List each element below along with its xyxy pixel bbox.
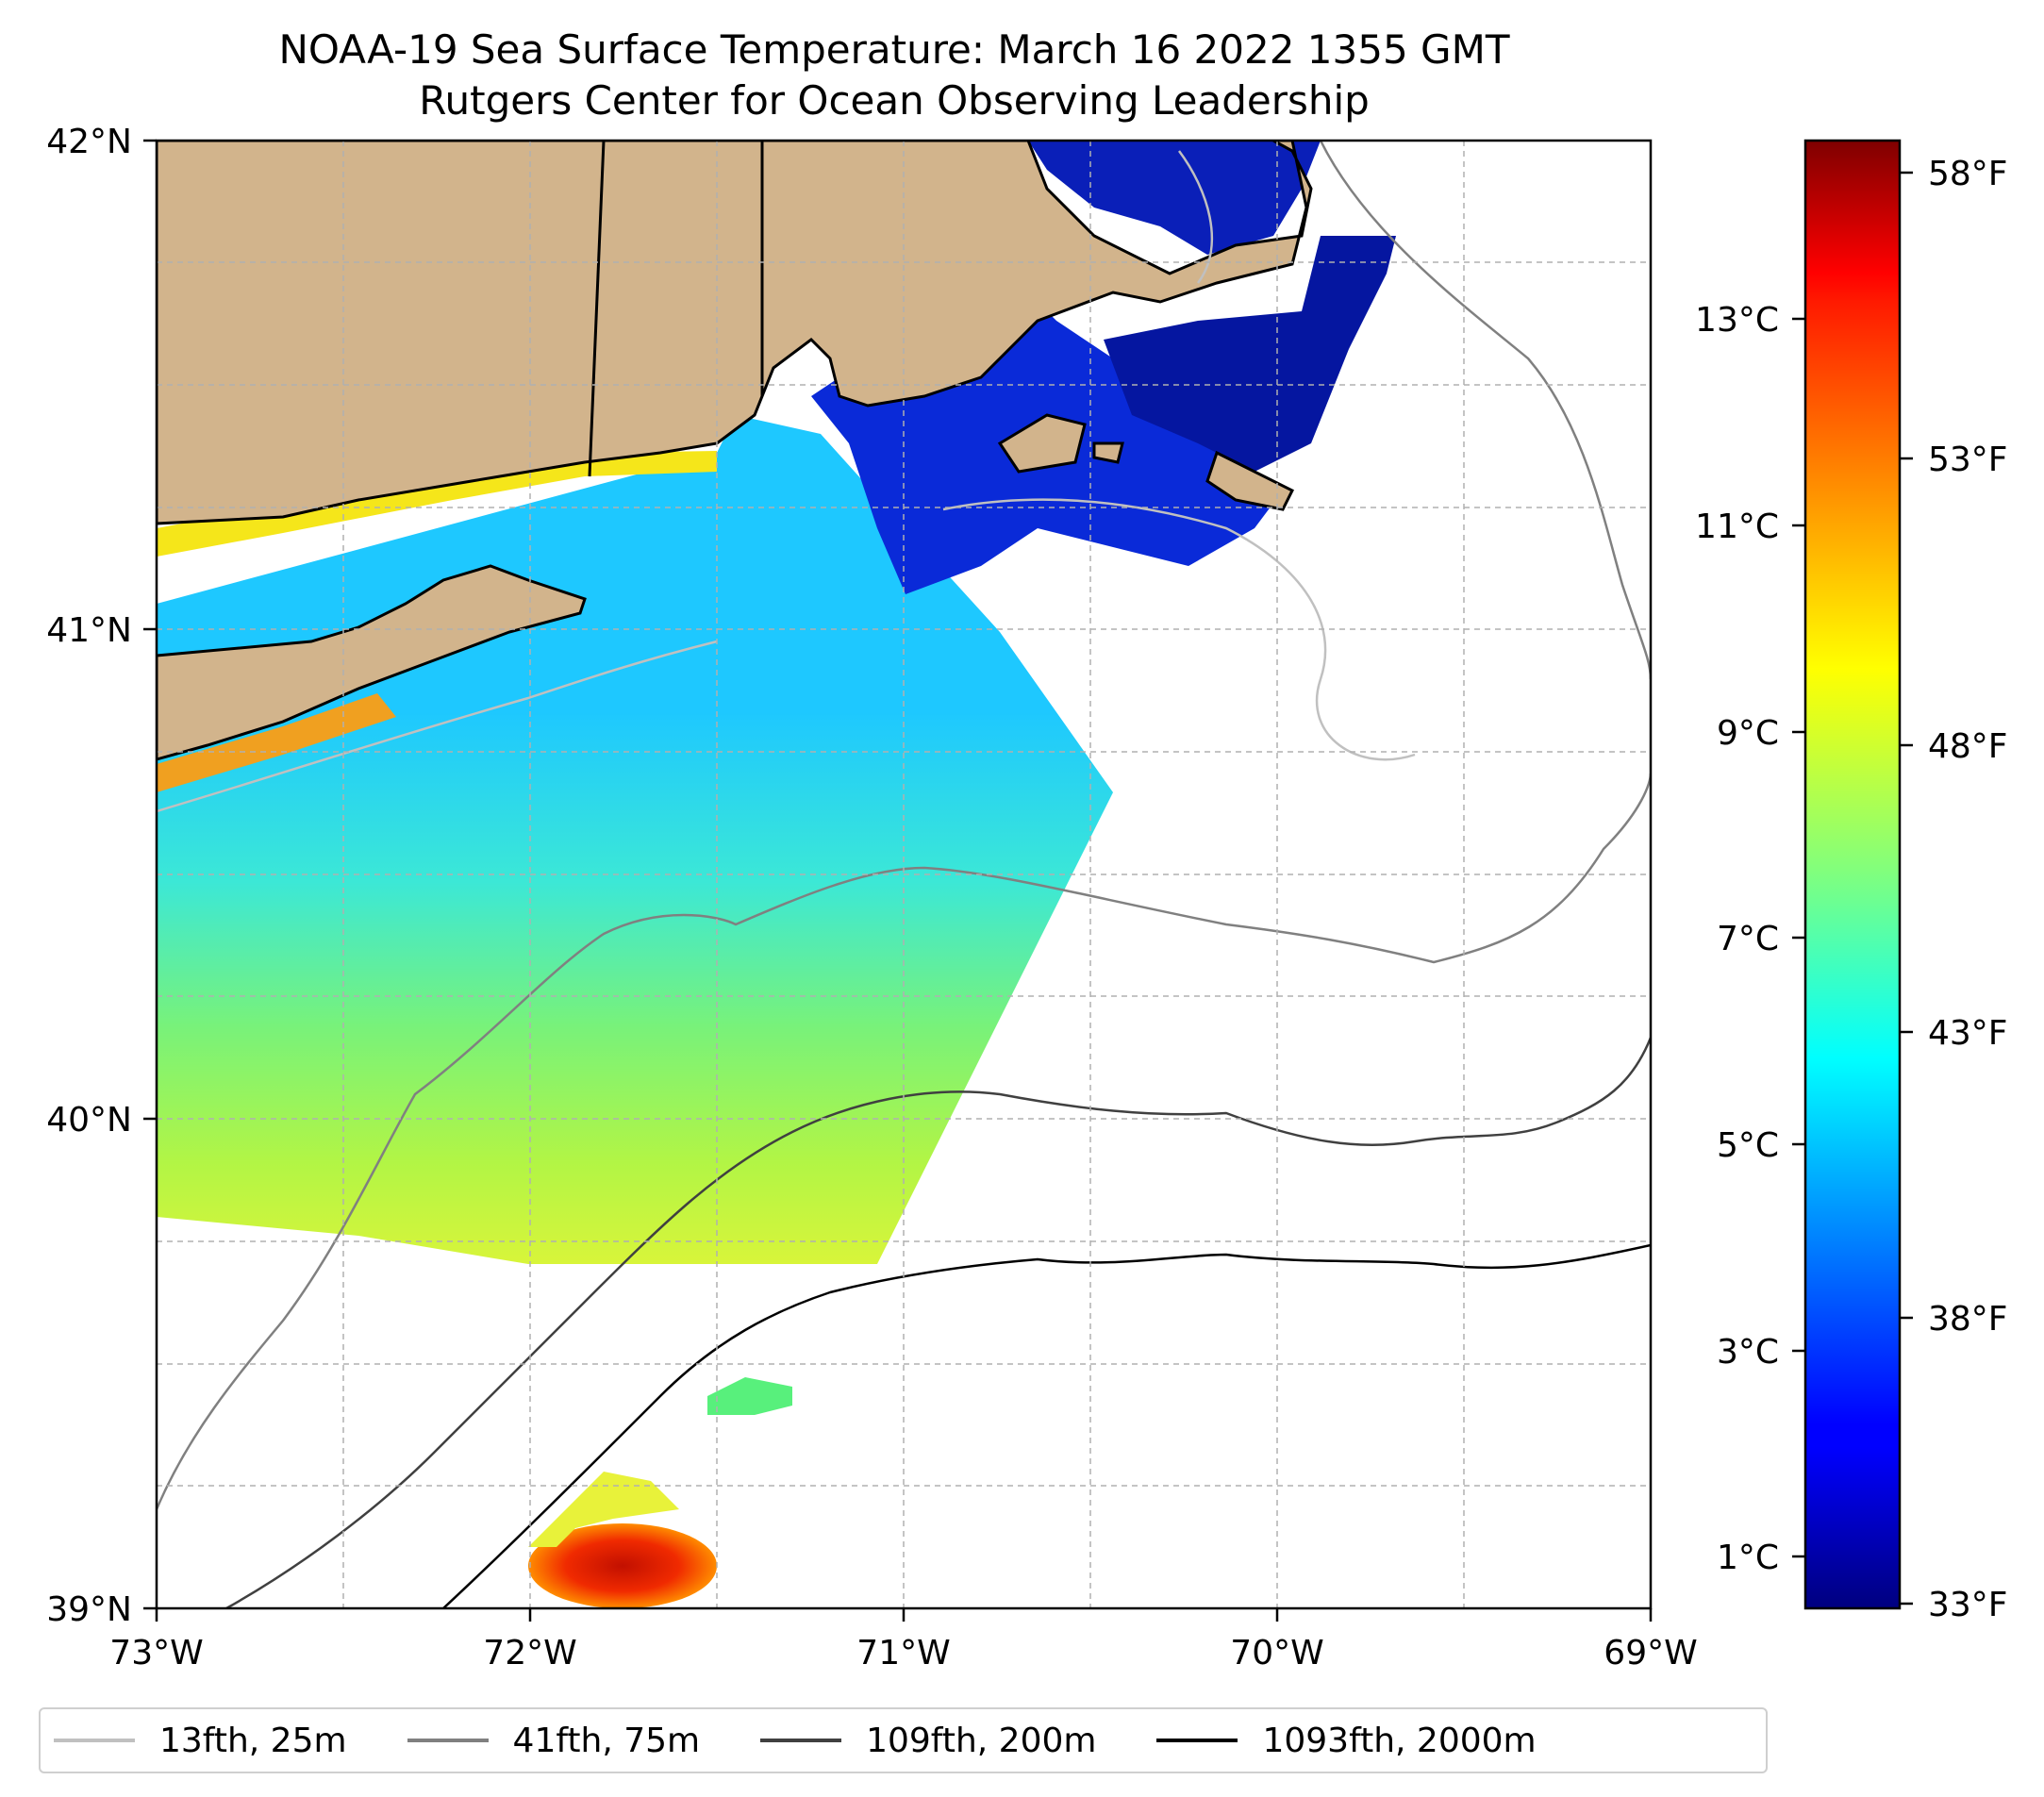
colorbar bbox=[1803, 139, 1902, 1610]
x-tick-label-69w: 69°W bbox=[1604, 1634, 1697, 1672]
colorbar-f-tick-58: 58°F bbox=[1928, 155, 2008, 193]
sst-cold-northeast bbox=[1104, 236, 1396, 472]
legend-label-75m: 41fth, 75m bbox=[512, 1721, 701, 1760]
legend-label-25m: 13fth, 25m bbox=[159, 1721, 347, 1760]
state-border-ct-ri bbox=[588, 141, 606, 477]
sst-south-patch bbox=[707, 1377, 792, 1415]
colorbar-c-tick-11: 11°C bbox=[1695, 507, 1779, 546]
map-gridlines bbox=[157, 141, 1651, 1608]
colorbar-f-tick-48: 48°F bbox=[1928, 727, 2008, 766]
colorbar-c-tick-9: 9°C bbox=[1717, 714, 1779, 753]
legend-item-75m: 41fth, 75m bbox=[407, 1721, 701, 1760]
colorbar-c-tick-5: 5°C bbox=[1717, 1126, 1779, 1165]
legend-item-200m: 109fth, 200m bbox=[760, 1722, 1096, 1760]
sst-hotspot bbox=[528, 1523, 717, 1608]
y-tick-label-42n: 42°N bbox=[46, 123, 132, 161]
legend-label-200m: 109fth, 200m bbox=[866, 1721, 1097, 1760]
colorbar-fahrenheit-tick-marks bbox=[1900, 171, 1913, 1606]
legend-swatch-2000m bbox=[1156, 1739, 1238, 1742]
x-tick-label-70w: 70°W bbox=[1230, 1634, 1323, 1672]
sst-cold-north bbox=[1028, 141, 1321, 255]
sst-hotspot-edge bbox=[528, 1472, 679, 1547]
legend-swatch-200m bbox=[760, 1739, 842, 1742]
y-tick-label-40n: 40°N bbox=[46, 1101, 132, 1140]
sst-coastal-warm-south bbox=[157, 693, 396, 792]
x-tick-label-71w: 71°W bbox=[856, 1634, 950, 1672]
y-tick-label-39n: 39°N bbox=[46, 1590, 132, 1629]
colorbar-celsius-tick-marks bbox=[1792, 317, 1805, 1558]
legend-swatch-25m bbox=[54, 1739, 135, 1742]
colorbar-c-tick-7: 7°C bbox=[1717, 920, 1779, 958]
contour-25m bbox=[157, 150, 1416, 813]
chart-subtitle: Rutgers Center for Ocean Observing Leade… bbox=[419, 77, 1370, 124]
land-marthas-vineyard bbox=[997, 413, 1087, 474]
chart-title: NOAA-19 Sea Surface Temperature: March 1… bbox=[278, 26, 1510, 73]
legend-item-2000m: 1093fth, 2000m bbox=[1156, 1721, 1537, 1760]
contour-2000m bbox=[442, 1243, 1651, 1608]
land-cape-cod bbox=[1205, 450, 1295, 511]
sst-coastal-warm bbox=[157, 451, 717, 557]
legend-label-2000m: 1093fth, 2000m bbox=[1262, 1721, 1537, 1760]
legend: 13fth, 25m 41fth, 75m 109fth, 200m 1093f… bbox=[39, 1707, 1768, 1773]
land-nantucket bbox=[1092, 441, 1124, 464]
x-tick-label-73w: 73°W bbox=[109, 1634, 203, 1672]
legend-swatch-75m bbox=[407, 1739, 489, 1742]
colorbar-f-tick-53: 53°F bbox=[1928, 441, 2008, 479]
colorbar-c-tick-13: 13°C bbox=[1695, 301, 1779, 340]
land-long-island bbox=[157, 564, 587, 761]
y-tick-label-41n: 41°N bbox=[46, 611, 132, 650]
legend-item-25m: 13fth, 25m bbox=[54, 1722, 347, 1760]
contour-200m bbox=[225, 1037, 1651, 1608]
colorbar-f-tick-33: 33°F bbox=[1928, 1586, 2008, 1624]
colorbar-f-tick-43: 43°F bbox=[1928, 1014, 2008, 1053]
colorbar-f-tick-38: 38°F bbox=[1928, 1300, 2008, 1339]
x-tick-label-72w: 72°W bbox=[483, 1634, 576, 1672]
colorbar-c-tick-1: 1°C bbox=[1717, 1539, 1779, 1577]
land-mainland bbox=[157, 141, 1313, 525]
map-tick-marks bbox=[143, 139, 1653, 1622]
colorbar-c-tick-3: 3°C bbox=[1717, 1333, 1779, 1372]
contour-75m bbox=[157, 141, 1651, 1510]
